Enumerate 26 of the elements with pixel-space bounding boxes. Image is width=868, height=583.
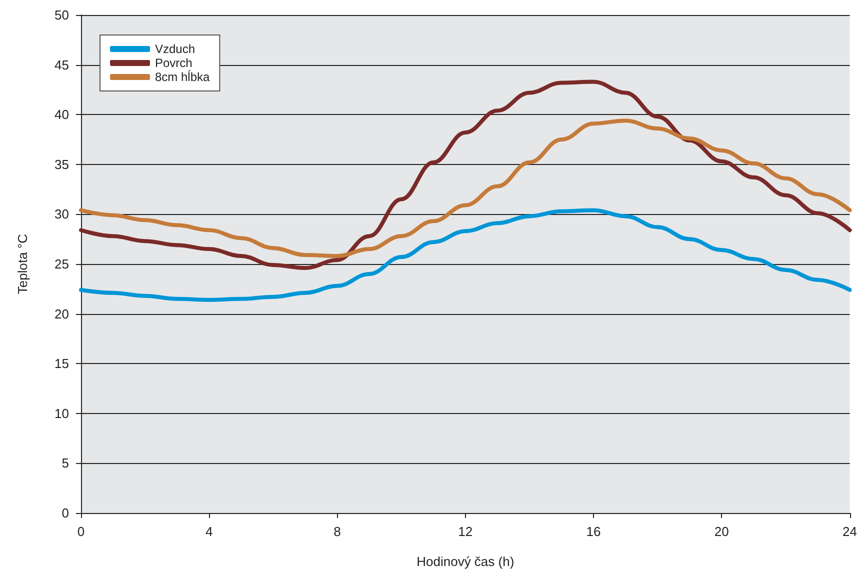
y-tick-label: 40 — [54, 107, 69, 122]
x-tick-label: 4 — [206, 524, 213, 539]
line-series — [79, 118, 852, 258]
x-tick-label: 0 — [77, 524, 85, 539]
x-tick-label: 12 — [458, 524, 473, 539]
y-tick-label: 50 — [54, 8, 69, 22]
x-tick-label: 16 — [586, 524, 601, 539]
y-tick-label: 10 — [54, 406, 69, 421]
line-series — [79, 208, 852, 302]
y-tick-label: 25 — [54, 256, 69, 272]
x-axis-title: Hodinový čas (h) — [416, 554, 514, 569]
y-tick-label: 45 — [54, 57, 69, 72]
legend-label: Povrch — [155, 56, 192, 70]
x-tick-label: 20 — [714, 524, 729, 539]
x-tick-label: 24 — [842, 524, 858, 539]
y-tick-label: 20 — [54, 306, 69, 322]
x-tick-label: 8 — [334, 524, 341, 539]
y-tick-label: 30 — [54, 206, 69, 222]
legend-label: 8cm hĺbka — [155, 70, 210, 84]
y-tick-label: 5 — [62, 456, 69, 471]
y-tick-label: 0 — [62, 506, 69, 520]
legend-label: Vzduch — [155, 42, 196, 56]
y-tick-label: 15 — [54, 356, 69, 372]
line-series — [79, 80, 852, 270]
y-axis-title: Teplota °C — [15, 234, 30, 294]
y-tick-label: 35 — [54, 156, 69, 172]
